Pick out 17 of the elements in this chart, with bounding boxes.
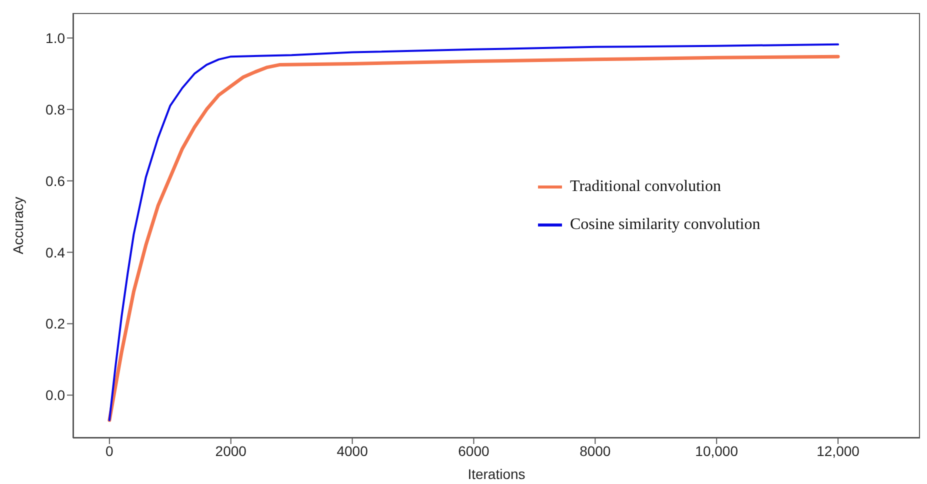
x-tick-label: 6000	[458, 442, 490, 459]
legend-label: Traditional convolution	[570, 178, 721, 195]
x-tick-label: 12,000	[816, 442, 860, 459]
y-tick-label: 0.4	[46, 244, 66, 260]
legend-label: Cosine similarity convolution	[570, 216, 760, 233]
y-tick-label: 1.0	[46, 30, 66, 46]
y-axis-title: Accuracy	[10, 196, 26, 254]
y-tick-label: 0.8	[46, 101, 66, 118]
x-tick-label: 2000	[215, 442, 247, 459]
x-tick-label: 8000	[580, 442, 611, 459]
y-tick-label: 0.0	[46, 387, 66, 404]
x-tick-label: 4000	[336, 442, 368, 459]
x-axis-title: Iterations	[468, 466, 526, 482]
x-tick-label: 0	[106, 442, 114, 459]
x-tick-label: 10,000	[695, 442, 738, 459]
y-tick-label: 0.6	[46, 172, 66, 189]
y-tick-label: 0.2	[46, 316, 66, 332]
